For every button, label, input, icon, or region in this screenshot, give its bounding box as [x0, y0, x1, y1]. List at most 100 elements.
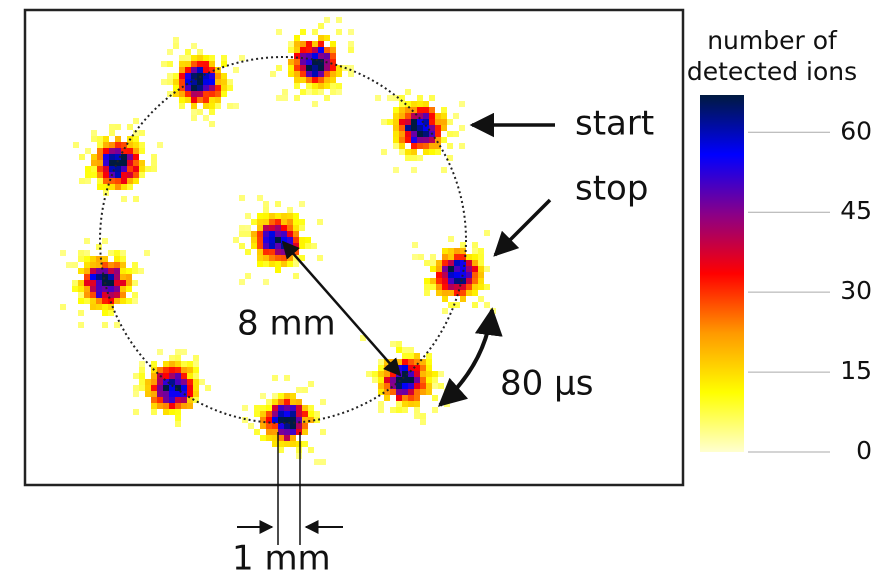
ion-pixel	[97, 136, 103, 142]
ion-pixel	[263, 207, 269, 213]
ion-pixel	[127, 124, 133, 130]
ion-pixel	[245, 231, 251, 237]
ion-pixel	[167, 61, 173, 67]
ion-pixel	[269, 261, 275, 267]
ion-pixel	[284, 429, 290, 435]
ion-pixel	[284, 435, 290, 441]
ion-pixel	[257, 213, 263, 219]
ion-pixel	[399, 131, 405, 137]
ion-pixel	[378, 359, 384, 365]
ion-pixel	[308, 411, 314, 417]
ion-pixel	[432, 371, 438, 377]
ion-pixel	[478, 248, 484, 254]
ion-pixel	[133, 136, 139, 142]
ion-pixel	[263, 213, 269, 219]
ion-pixel	[126, 274, 132, 280]
ion-pixel	[263, 237, 269, 243]
ion-pixel	[90, 298, 96, 304]
ion-pixel	[115, 124, 121, 130]
ion-pixel	[432, 377, 438, 383]
ion-pixel	[96, 274, 102, 280]
ion-pixel	[411, 155, 417, 161]
ion-pixel	[263, 249, 269, 255]
ion-pixel	[414, 389, 420, 395]
ion-pixel	[275, 201, 281, 207]
ion-pixel	[169, 355, 175, 361]
ion-pixel	[90, 268, 96, 274]
ion-pixel	[484, 284, 490, 290]
ion-pixel	[209, 55, 215, 61]
ion-pixel	[441, 113, 447, 119]
ion-pixel	[472, 284, 478, 290]
ion-pixel	[454, 260, 460, 266]
annotation: 80 μs	[500, 364, 593, 404]
ion-pixel	[115, 172, 121, 178]
ion-pixel	[296, 441, 302, 447]
ion-pixel	[396, 401, 402, 407]
ion-pixel	[191, 67, 197, 73]
ion-pixel	[263, 225, 269, 231]
ion-pixel	[215, 73, 221, 79]
ion-pixel	[221, 55, 227, 61]
ion-pixel	[306, 41, 312, 47]
ion-pixel	[139, 385, 145, 391]
ion-pixel	[276, 65, 282, 71]
ion-pixel	[312, 47, 318, 53]
ion-pixel	[484, 266, 490, 272]
ion-pixel	[306, 77, 312, 83]
ion-pixel	[378, 383, 384, 389]
ion-pixel	[163, 391, 169, 397]
ion-pixel	[114, 262, 120, 268]
ion-pixel	[97, 160, 103, 166]
ion-pixel	[127, 160, 133, 166]
ion-pixel	[288, 65, 294, 71]
ion-pixel	[269, 237, 275, 243]
ion-pixel	[108, 250, 114, 256]
ion-pixel	[85, 166, 91, 172]
ion-pixel	[294, 65, 300, 71]
ion-pixel	[423, 137, 429, 143]
ion-pixel	[396, 359, 402, 365]
ion-pixel	[90, 274, 96, 280]
ion-pixel	[424, 290, 430, 296]
ion-pixel	[460, 254, 466, 260]
ion-pixel	[269, 225, 275, 231]
ion-pixel	[197, 49, 203, 55]
ion-pixel	[97, 184, 103, 190]
ion-pixel	[121, 178, 127, 184]
ion-pixel	[466, 278, 472, 284]
ion-pixel	[266, 423, 272, 429]
ion-pixel	[300, 29, 306, 35]
tick-label: 45	[840, 196, 872, 225]
ion-pixel	[402, 395, 408, 401]
ion-pixel	[173, 79, 179, 85]
ion-pixel	[408, 401, 414, 407]
ion-pixel	[260, 393, 266, 399]
ion-pixel	[269, 213, 275, 219]
ion-pixel	[447, 143, 453, 149]
ion-pixel	[115, 136, 121, 142]
ion-pixel	[454, 272, 460, 278]
ion-pixel	[91, 136, 97, 142]
ion-pixel	[120, 280, 126, 286]
ion-image	[60, 17, 496, 465]
ion-pixel	[278, 399, 284, 405]
ion-pixel	[420, 419, 426, 425]
ion-pixel	[402, 383, 408, 389]
ion-pixel	[299, 237, 305, 243]
ion-pixel	[405, 125, 411, 131]
ion-pixel	[121, 184, 127, 190]
ion-pixel	[169, 373, 175, 379]
ion-pixel	[472, 302, 478, 308]
ion-pixel	[454, 248, 460, 254]
ion-pixel	[299, 201, 305, 207]
ion-pixel	[430, 278, 436, 284]
ion-pixel	[405, 131, 411, 137]
ion-pixel	[103, 166, 109, 172]
ion-pixel	[157, 367, 163, 373]
ion-pixel	[60, 250, 66, 256]
ion-pixel	[133, 409, 139, 415]
ion-pixel	[387, 95, 393, 101]
ion-pixel	[169, 403, 175, 409]
ion-pixel	[442, 266, 448, 272]
